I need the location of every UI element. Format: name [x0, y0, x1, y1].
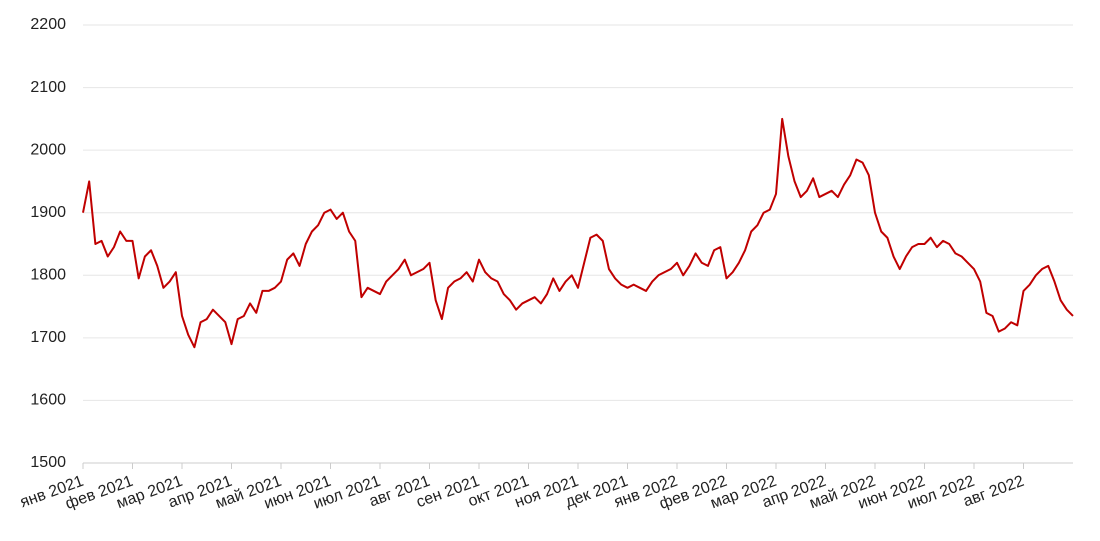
y-tick-label: 1500	[30, 454, 66, 471]
y-tick-label: 1700	[30, 329, 66, 346]
y-tick-label: 1900	[30, 204, 66, 221]
y-tick-label: 1600	[30, 392, 66, 409]
y-tick-label: 1800	[30, 267, 66, 284]
line-series	[82, 117, 1074, 349]
y-tick-label: 2200	[30, 16, 66, 33]
y-tick-label: 2100	[30, 79, 66, 96]
y-tick-label: 2000	[30, 141, 66, 158]
